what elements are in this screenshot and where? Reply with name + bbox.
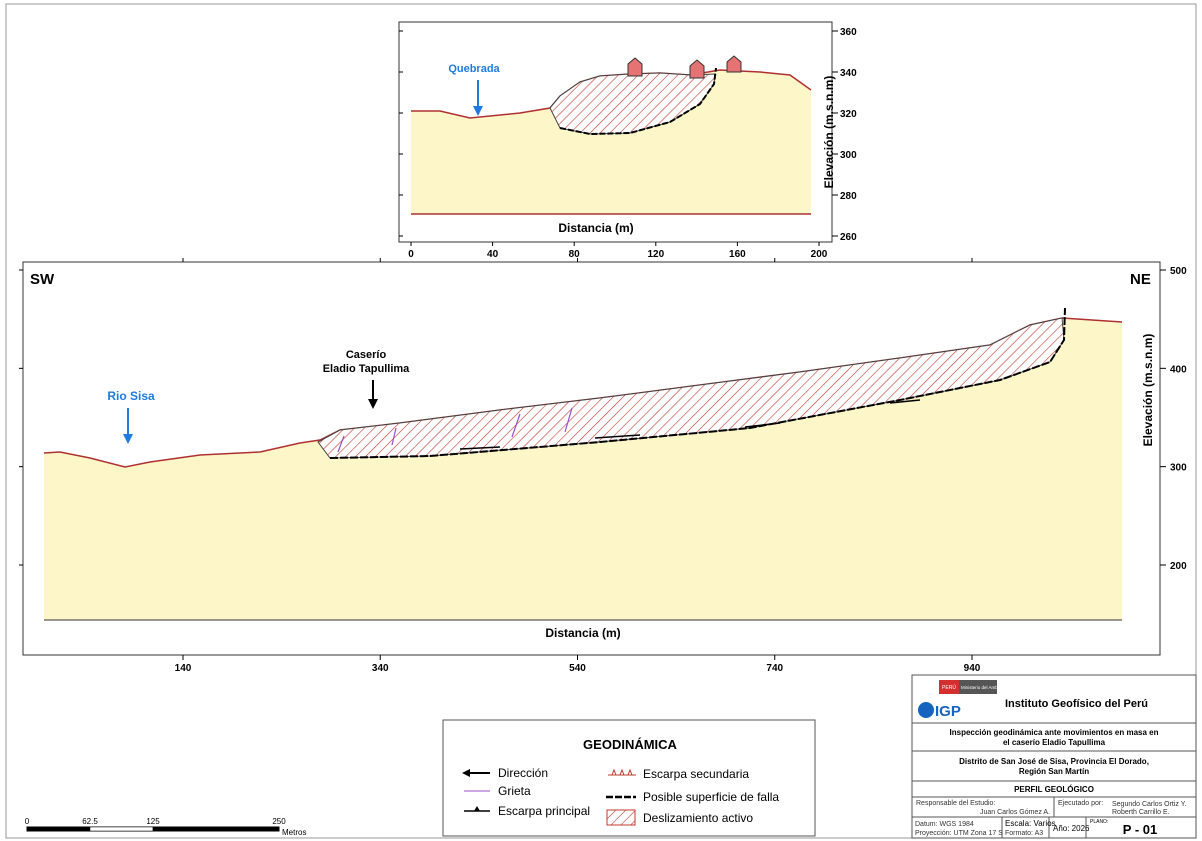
legend-item: Escarpa principal	[498, 804, 590, 818]
y-label: Elevación (m.s.n.m)	[822, 76, 836, 189]
x-label: Distancia (m)	[558, 221, 633, 235]
x-tick-label: 140	[175, 663, 192, 674]
main-profile: Rio Sisa Caserío Eladio Tapullima SW NE …	[19, 258, 1187, 674]
responsible: Juan Carlos Gómez A.	[980, 809, 1050, 816]
bar-segment	[26, 826, 91, 832]
unit: Metros	[282, 828, 306, 837]
sheet-title: PERFIL GEOLÓGICO	[1014, 785, 1094, 794]
legend-symbol	[608, 768, 636, 776]
executed: Roberth Carrillo E.	[1112, 809, 1170, 816]
legend-item: Grieta	[498, 784, 531, 798]
x-tick-label: 160	[729, 249, 746, 260]
bar-segment	[152, 826, 280, 832]
bar-segment	[89, 826, 154, 832]
study: el caserío Eladio Tapullima	[1003, 738, 1106, 747]
y-tick-label: 400	[1170, 364, 1187, 375]
executed: Segundo Carlos Ortiz Y.	[1112, 801, 1187, 808]
scale-bar: Metros 0 62.5 125 250	[25, 817, 307, 837]
study: Inspección geodinámica ante movimientos …	[950, 728, 1159, 737]
y-tick-label: 320	[840, 109, 857, 120]
x-tick-label: 0	[408, 249, 414, 260]
top-profile: Quebrada Distancia (m) Elevación (m.s.n.…	[398, 21, 857, 260]
houses	[627, 55, 742, 79]
institute: Instituto Geofísico del Perú	[1005, 698, 1148, 710]
sw-label: SW	[30, 271, 55, 288]
direction-arrows	[459, 399, 921, 450]
legend-title: GEODINÁMICA	[583, 737, 678, 752]
legend-item: Dirección	[498, 766, 548, 780]
location: Distrito de San José de Sisa, Provincia …	[959, 757, 1149, 766]
executed-label: Ejecutado por:	[1058, 800, 1103, 807]
river-label: Rio Sisa	[107, 389, 155, 403]
village-label: Caserío	[346, 349, 387, 361]
x-tick-label: 80	[569, 249, 581, 260]
x-tick-label: 940	[964, 663, 981, 674]
x-tick-label: 200	[811, 249, 828, 260]
y-tick-label: 340	[840, 68, 857, 79]
x-tick-label: 40	[487, 249, 499, 260]
scale-tick-label: 0	[25, 817, 30, 826]
scale-tick-label: 62.5	[82, 817, 98, 826]
arrow-head	[123, 434, 133, 444]
y-tick-label: 300	[1170, 463, 1187, 474]
annotation: Quebrada	[448, 63, 500, 75]
ne-label: NE	[1130, 271, 1151, 288]
x-label: Distancia (m)	[545, 626, 620, 640]
peru-label: PERÚ	[942, 684, 956, 691]
logo-ministry	[959, 680, 997, 694]
legend-symbol	[462, 769, 470, 777]
logo-globe	[918, 702, 934, 718]
x-tick-label: 540	[569, 663, 586, 674]
y-tick-label: 500	[1170, 266, 1187, 277]
y-tick-label: 200	[1170, 561, 1187, 572]
format: Formato: A3	[1005, 830, 1043, 837]
legend-item: Posible superficie de falla	[643, 790, 779, 804]
scale: Escala: Varios	[1005, 819, 1056, 828]
legend-item: Deslizamiento activo	[643, 811, 753, 825]
legend-symbol	[606, 809, 636, 826]
y-tick-label: 260	[840, 232, 857, 243]
ministry-label: Ministerio del Ambiente	[961, 685, 1008, 690]
responsible-label: Responsable del Estudio:	[916, 800, 995, 807]
year: Año: 2026	[1053, 824, 1090, 833]
arrow-head	[473, 106, 483, 116]
cracks	[337, 407, 573, 453]
y-tick-label: 360	[840, 27, 857, 38]
scale-tick-label: 125	[146, 817, 160, 826]
title-block: PERÚ Ministerio del Ambiente IGP Institu…	[911, 674, 1197, 839]
legend-box	[442, 719, 816, 837]
plate-label: PLANO:	[1090, 819, 1108, 825]
failure-surface	[329, 307, 1066, 459]
page-border	[5, 3, 1197, 839]
logo-peru	[939, 680, 959, 694]
datum: Datum: WGS 1984	[915, 821, 974, 828]
x-tick-label: 340	[372, 663, 389, 674]
arrow-head	[368, 399, 378, 409]
failure-surface	[559, 67, 717, 136]
village-label: Eladio Tapullima	[323, 363, 410, 375]
y-tick-label: 280	[840, 191, 857, 202]
legend: GEODINÁMICA Dirección Grieta Escarpa pri…	[442, 719, 816, 837]
scale-tick-label: 250	[272, 817, 286, 826]
ticks: 0 40 80 120 160 200 260 280 300 320 340 360	[399, 27, 857, 260]
location: Región San Martín	[1019, 767, 1089, 776]
plate: P - 01	[1123, 822, 1157, 837]
legend-item: Escarpa secundaria	[643, 767, 749, 781]
x-tick-label: 740	[766, 663, 783, 674]
terrain	[411, 70, 811, 214]
projection: Proyección: UTM Zona 17 S	[915, 830, 1003, 837]
ticks: 140 340 540 740 940 200 300 400 500	[19, 258, 1187, 674]
legend-symbol	[474, 806, 480, 811]
logo-text: IGP	[935, 703, 961, 720]
x-tick-label: 120	[647, 249, 664, 260]
y-label: Elevación (m.s.n.m)	[1141, 334, 1155, 447]
y-tick-label: 300	[840, 150, 857, 161]
